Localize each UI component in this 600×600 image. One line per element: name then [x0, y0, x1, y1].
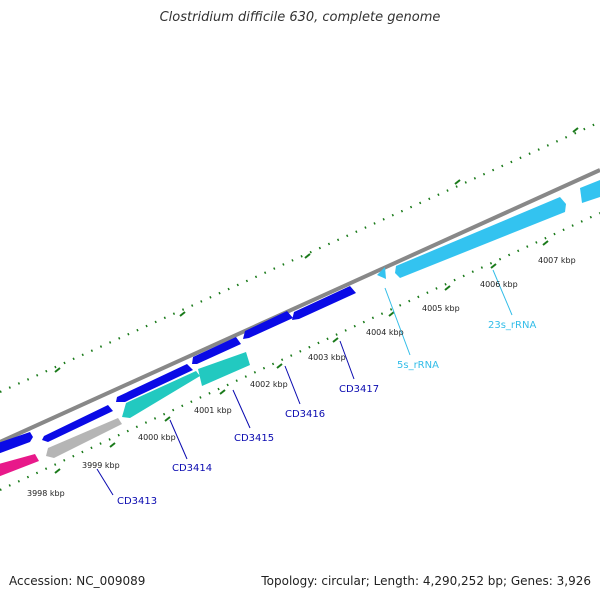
gene-arrow [292, 286, 356, 320]
genome-stats-text: Topology: circular; Length: 4,290,252 bp… [261, 574, 591, 588]
rrna-arrow [580, 180, 600, 203]
scale-label: 4003 kbp [308, 353, 346, 362]
scale-label: 4001 kbp [194, 406, 232, 415]
major-tick [179, 311, 186, 317]
gene-arrow [46, 418, 122, 458]
major-tick [388, 311, 395, 317]
major-tick [276, 363, 283, 369]
gene-label-cd3415: CD3415 [234, 433, 274, 444]
gene-arrow [116, 364, 193, 402]
rrna-arrow [377, 267, 386, 279]
major-tick [444, 285, 451, 291]
gene-arrow [42, 405, 113, 442]
scale-label: 3998 kbp [27, 489, 65, 498]
inner-tick-ring [0, 212, 600, 491]
scale-label: 3999 kbp [82, 461, 120, 470]
leader-line [284, 365, 301, 405]
gene-arrow [122, 371, 200, 418]
major-ticks [54, 127, 579, 474]
major-tick [304, 253, 311, 259]
major-tick [54, 468, 61, 474]
gene-arrow [198, 352, 250, 386]
major-tick [454, 179, 461, 185]
gene-arrow [243, 311, 293, 339]
gene-label-5s-rrna: 5s_rRNA [397, 360, 439, 371]
gene-arrow [0, 454, 39, 477]
scale-label: 4004 kbp [366, 328, 404, 337]
scale-label: 4007 kbp [538, 256, 576, 265]
scale-label: 4002 kbp [250, 380, 288, 389]
leader-line [232, 389, 251, 429]
scale-label: 4005 kbp [422, 304, 460, 313]
gene-label-cd3416: CD3416 [285, 409, 325, 420]
rrna-arrow [395, 197, 566, 278]
gene-label-cd3413: CD3413 [117, 496, 157, 507]
gene-arrow [0, 432, 33, 454]
leader-line [169, 419, 188, 460]
scale-label: 4000 kbp [138, 433, 176, 442]
genome-backbone [0, 168, 600, 444]
leader-line [384, 287, 411, 356]
major-tick [542, 240, 549, 246]
major-tick [490, 263, 497, 269]
major-tick [164, 416, 171, 422]
gene-label-cd3414: CD3414 [172, 463, 212, 474]
leader-line [96, 468, 114, 496]
leader-line [339, 340, 355, 380]
gene-label-23s-rrna: 23s_rRNA [488, 320, 536, 331]
leader-line [492, 269, 513, 316]
major-tick [54, 367, 61, 373]
scale-label: 4006 kbp [480, 280, 518, 289]
major-tick [572, 127, 579, 133]
map-title: Clostridium difficile 630, complete geno… [159, 10, 441, 25]
gene-arrow [192, 337, 241, 364]
accession-text: Accession: NC_009089 [9, 574, 146, 588]
major-tick [109, 442, 116, 448]
label-leaders [96, 269, 513, 496]
major-tick [332, 337, 339, 343]
gene-label-cd3417: CD3417 [339, 384, 379, 395]
major-tick [219, 389, 226, 395]
